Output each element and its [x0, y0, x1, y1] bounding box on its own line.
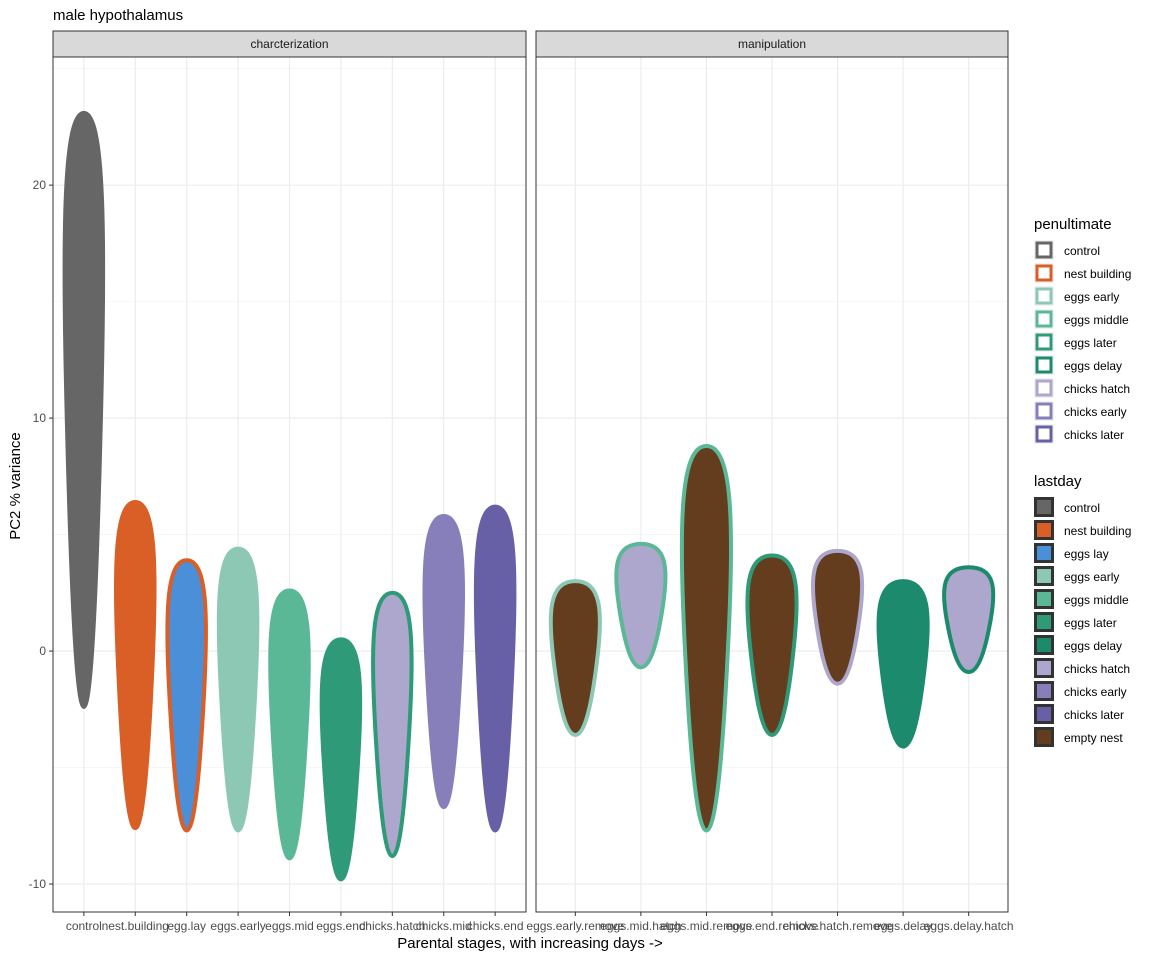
panel-0: charcterization control nest.buildingegg.l… — [52, 30, 527, 933]
x-tick-label: chicks.hatch.remove — [783, 919, 893, 933]
legend-item-label: chicks early — [1064, 685, 1127, 699]
violin-eggs.early.remove — [548, 579, 602, 737]
panel-strip — [52, 30, 527, 58]
legend-item-label: chicks later — [1064, 708, 1124, 722]
violin-eggs.early — [216, 546, 260, 833]
legend-item-label: eggs lay — [1064, 547, 1109, 561]
legend-penultimate: penultimate control nest building eggs earl… — [1034, 216, 1131, 444]
violin-eggs.delay — [876, 579, 930, 749]
violin-chicks.hatch — [371, 590, 414, 859]
legend-key-outline — [1035, 402, 1053, 420]
legend-item-label: nest building — [1064, 524, 1131, 538]
legend-key-fill — [1037, 592, 1051, 606]
legend-key-fill — [1037, 500, 1051, 514]
legend-item-label: nest building — [1064, 267, 1131, 281]
x-tick-label: eggs.early.remove — [526, 919, 624, 933]
legend-key-fill — [1037, 546, 1051, 560]
legend-key-outline — [1035, 333, 1053, 351]
x-tick-label: eggs.delay.hatch — [924, 919, 1014, 933]
violin-chicks.end — [473, 504, 517, 833]
legend-key-fill — [1037, 730, 1051, 744]
legend-key-outline — [1035, 310, 1053, 328]
legend-title: penultimate — [1034, 216, 1112, 233]
legend-item-label: eggs delay — [1064, 359, 1122, 373]
panels-layer: charcterization control nest.buildingegg.l… — [29, 30, 1014, 933]
x-tick-label: chicks.end — [467, 919, 524, 933]
x-tick-label: eggs.mid.hatch — [600, 919, 681, 933]
violin-chicks.hatch.remove — [810, 548, 865, 686]
panel-strip-label: manipulation — [738, 37, 806, 51]
x-tick-label: nest.building — [102, 919, 169, 933]
legend-item-label: eggs middle — [1064, 593, 1129, 607]
legend-key-outline — [1035, 241, 1053, 259]
violin-eggs.mid — [268, 588, 311, 861]
chart-title: male hypothalamus — [53, 7, 183, 24]
x-axis-label: Parental stages, with increasing days -> — [397, 935, 663, 952]
legend-key-fill — [1037, 523, 1051, 537]
x-tick-label: eggs.mid.remove — [660, 919, 752, 933]
y-tick-label: 20 — [33, 178, 47, 192]
x-tick-label: control — [66, 919, 102, 933]
legend-key-outline — [1035, 425, 1053, 443]
legend-item-label: chicks hatch — [1064, 382, 1130, 396]
violin-eggs.delay.hatch — [942, 565, 996, 675]
legend-item-label: eggs later — [1064, 616, 1117, 630]
y-tick-label: 0 — [39, 644, 46, 658]
violin-eggs.mid.remove — [679, 444, 734, 833]
violin-chicks.mid — [422, 513, 466, 810]
x-tick-label: chicks.hatch — [359, 919, 425, 933]
x-tick-label: eggs.delay — [874, 919, 932, 933]
legend-lastday: lastday control nest building eggs lay eggs … — [1034, 473, 1131, 747]
legend-item-label: chicks later — [1064, 428, 1124, 442]
y-tick-label: -10 — [29, 877, 47, 891]
panel-strip-label: charcterization — [250, 37, 328, 51]
x-tick-label: egg.lay — [167, 919, 206, 933]
x-tick-label: eggs.mid — [265, 919, 314, 933]
y-axis-label: PC2 % variance — [7, 432, 24, 540]
legend-item-label: eggs early — [1064, 570, 1119, 584]
legend-item-label: empty nest — [1064, 731, 1123, 745]
legend-key-outline — [1035, 379, 1053, 397]
legend-key-fill — [1037, 615, 1051, 629]
legend-item-label: eggs later — [1064, 336, 1117, 350]
legend-item-label: eggs early — [1064, 290, 1119, 304]
legend-key-outline — [1035, 356, 1053, 374]
x-tick-label: eggs.end — [316, 919, 365, 933]
legend-item-label: eggs middle — [1064, 313, 1129, 327]
legend-layer: penultimate control nest building eggs earl… — [1034, 216, 1131, 747]
legend-title: lastday — [1034, 473, 1082, 490]
legend-item-label: control — [1064, 244, 1100, 258]
x-tick-label: eggs.end.remove — [726, 919, 819, 933]
legend-key-outline — [1035, 287, 1053, 305]
violin-eggs.end — [319, 637, 363, 882]
legend-item-label: chicks hatch — [1064, 662, 1130, 676]
panel-strip — [535, 30, 1009, 58]
violin-nest.building — [113, 499, 157, 831]
violin-eggs.end.remove — [745, 553, 799, 737]
legend-key-fill — [1037, 661, 1051, 675]
y-tick-label: 10 — [33, 411, 47, 425]
legend-key-outline — [1035, 264, 1053, 282]
violin-control — [62, 110, 106, 709]
legend-key-fill — [1037, 707, 1051, 721]
x-tick-label: chicks.mid — [416, 919, 472, 933]
violin-eggs.mid.hatch — [614, 541, 668, 670]
legend-item-label: eggs delay — [1064, 639, 1122, 653]
panel-1: manipulation eggs.early.removeeggs.mid.ha… — [526, 30, 1014, 933]
x-tick-label: eggs.early — [210, 919, 265, 933]
legend-key-fill — [1037, 638, 1051, 652]
legend-item-label: chicks early — [1064, 405, 1127, 419]
legend-key-fill — [1037, 684, 1051, 698]
legend-key-fill — [1037, 569, 1051, 583]
violin-egg.lay — [165, 558, 208, 833]
legend-item-label: control — [1064, 501, 1100, 515]
